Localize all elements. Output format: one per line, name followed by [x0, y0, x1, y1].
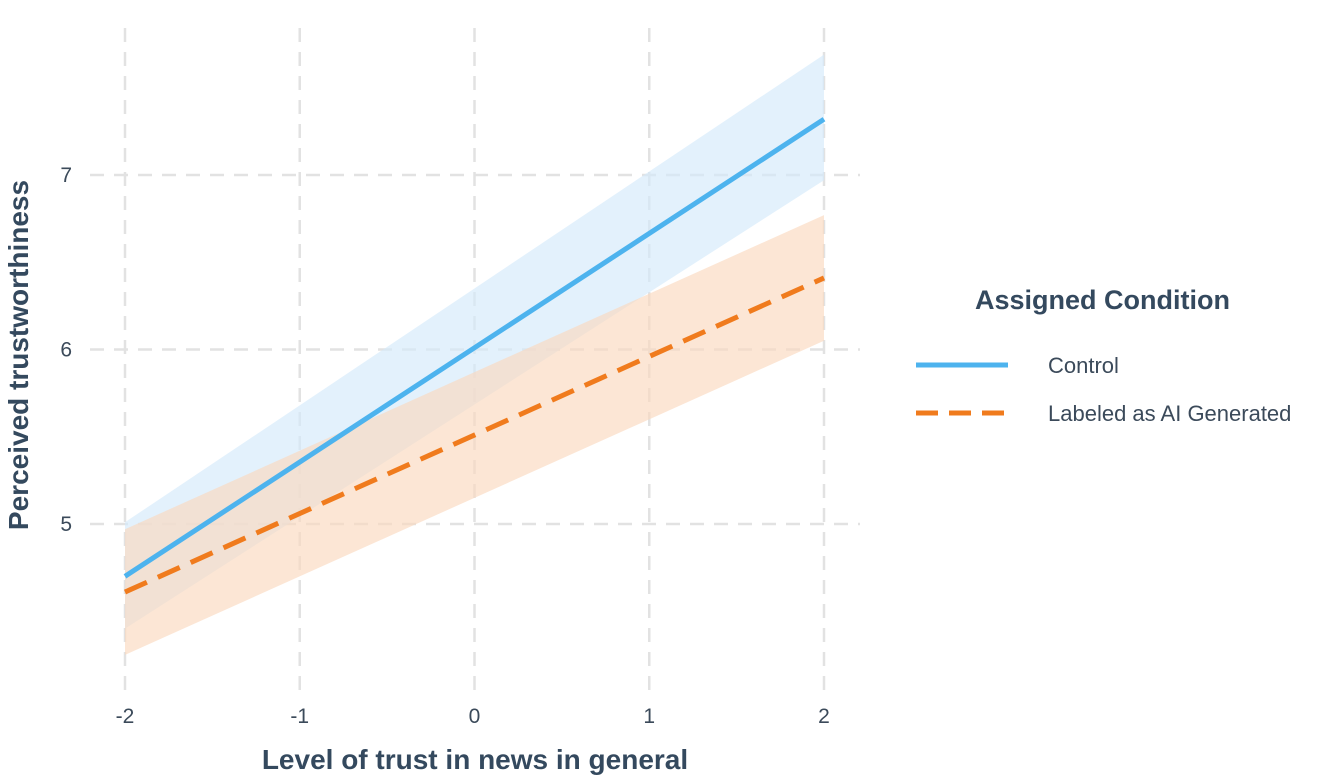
y-tick-label-0: 5 — [60, 513, 72, 536]
series-lines — [123, 117, 826, 595]
x-tick-label-0: -2 — [116, 705, 135, 728]
legend-label-labeled-as-ai-generated: Labeled as AI Generated — [1048, 401, 1291, 426]
x-axis-title: Level of trust in news in general — [262, 744, 688, 775]
x-tick-label-2: 0 — [469, 705, 481, 728]
y-axis-title: Perceived trustworthiness — [3, 180, 34, 530]
legend: Assigned Condition Control Labeled as AI … — [916, 285, 1291, 426]
x-tick-label-3: 1 — [643, 705, 655, 728]
y-tick-label-1: 6 — [60, 339, 72, 362]
y-tick-label-2: 7 — [60, 164, 72, 187]
series-line-labeled-as-ai-generated — [123, 275, 826, 595]
x-tick-labels: -2 -1 0 1 2 — [116, 705, 830, 728]
legend-title: Assigned Condition — [975, 285, 1230, 315]
x-tick-label-1: -1 — [290, 705, 309, 728]
legend-label-control: Control — [1048, 353, 1119, 378]
x-tick-label-4: 2 — [818, 705, 830, 728]
y-tick-labels: 5 6 7 — [60, 164, 72, 536]
series-line-control — [123, 117, 826, 579]
